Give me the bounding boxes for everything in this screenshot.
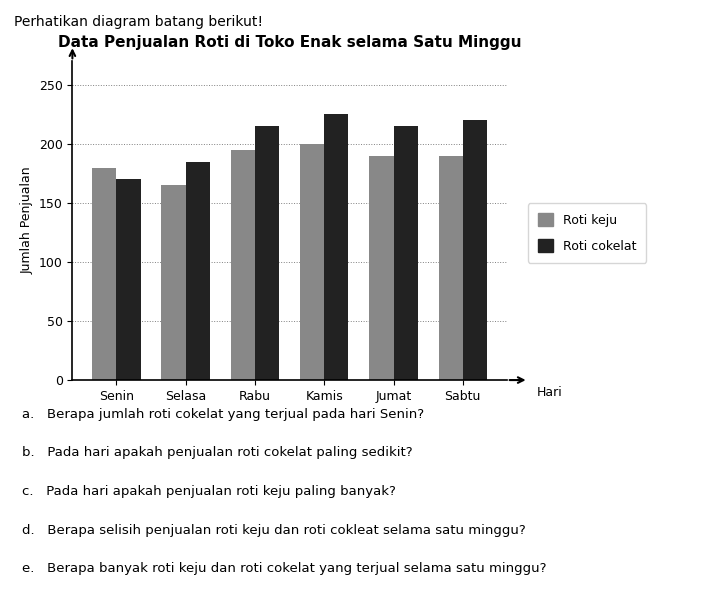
Bar <box>439 156 463 380</box>
Title: Data Penjualan Roti di Toko Enak selama Satu Minggu: Data Penjualan Roti di Toko Enak selama … <box>58 36 521 50</box>
Bar <box>324 115 348 380</box>
Legend: Roti keju, Roti cokelat: Roti keju, Roti cokelat <box>528 203 646 263</box>
Text: a.   Berapa jumlah roti cokelat yang terjual pada hari Senin?: a. Berapa jumlah roti cokelat yang terju… <box>22 408 424 421</box>
Bar <box>369 156 394 380</box>
Text: e.   Berapa banyak roti keju dan roti cokelat yang terjual selama satu minggu?: e. Berapa banyak roti keju dan roti coke… <box>22 562 546 575</box>
Bar <box>300 144 324 380</box>
Text: Hari: Hari <box>537 386 563 399</box>
Bar <box>463 120 487 380</box>
Bar <box>185 162 210 380</box>
Bar <box>161 185 185 380</box>
Bar <box>117 180 140 380</box>
Text: d.   Berapa selisih penjualan roti keju dan roti cokleat selama satu minggu?: d. Berapa selisih penjualan roti keju da… <box>22 524 526 536</box>
Y-axis label: Jumlah Penjualan: Jumlah Penjualan <box>20 167 33 275</box>
Bar <box>255 126 279 380</box>
Text: Perhatikan diagram batang berikut!: Perhatikan diagram batang berikut! <box>14 15 264 29</box>
Bar <box>394 126 418 380</box>
Bar <box>92 167 117 380</box>
Text: b.   Pada hari apakah penjualan roti cokelat paling sedikit?: b. Pada hari apakah penjualan roti cokel… <box>22 446 413 459</box>
Text: c.   Pada hari apakah penjualan roti keju paling banyak?: c. Pada hari apakah penjualan roti keju … <box>22 485 395 498</box>
Bar <box>231 150 255 380</box>
